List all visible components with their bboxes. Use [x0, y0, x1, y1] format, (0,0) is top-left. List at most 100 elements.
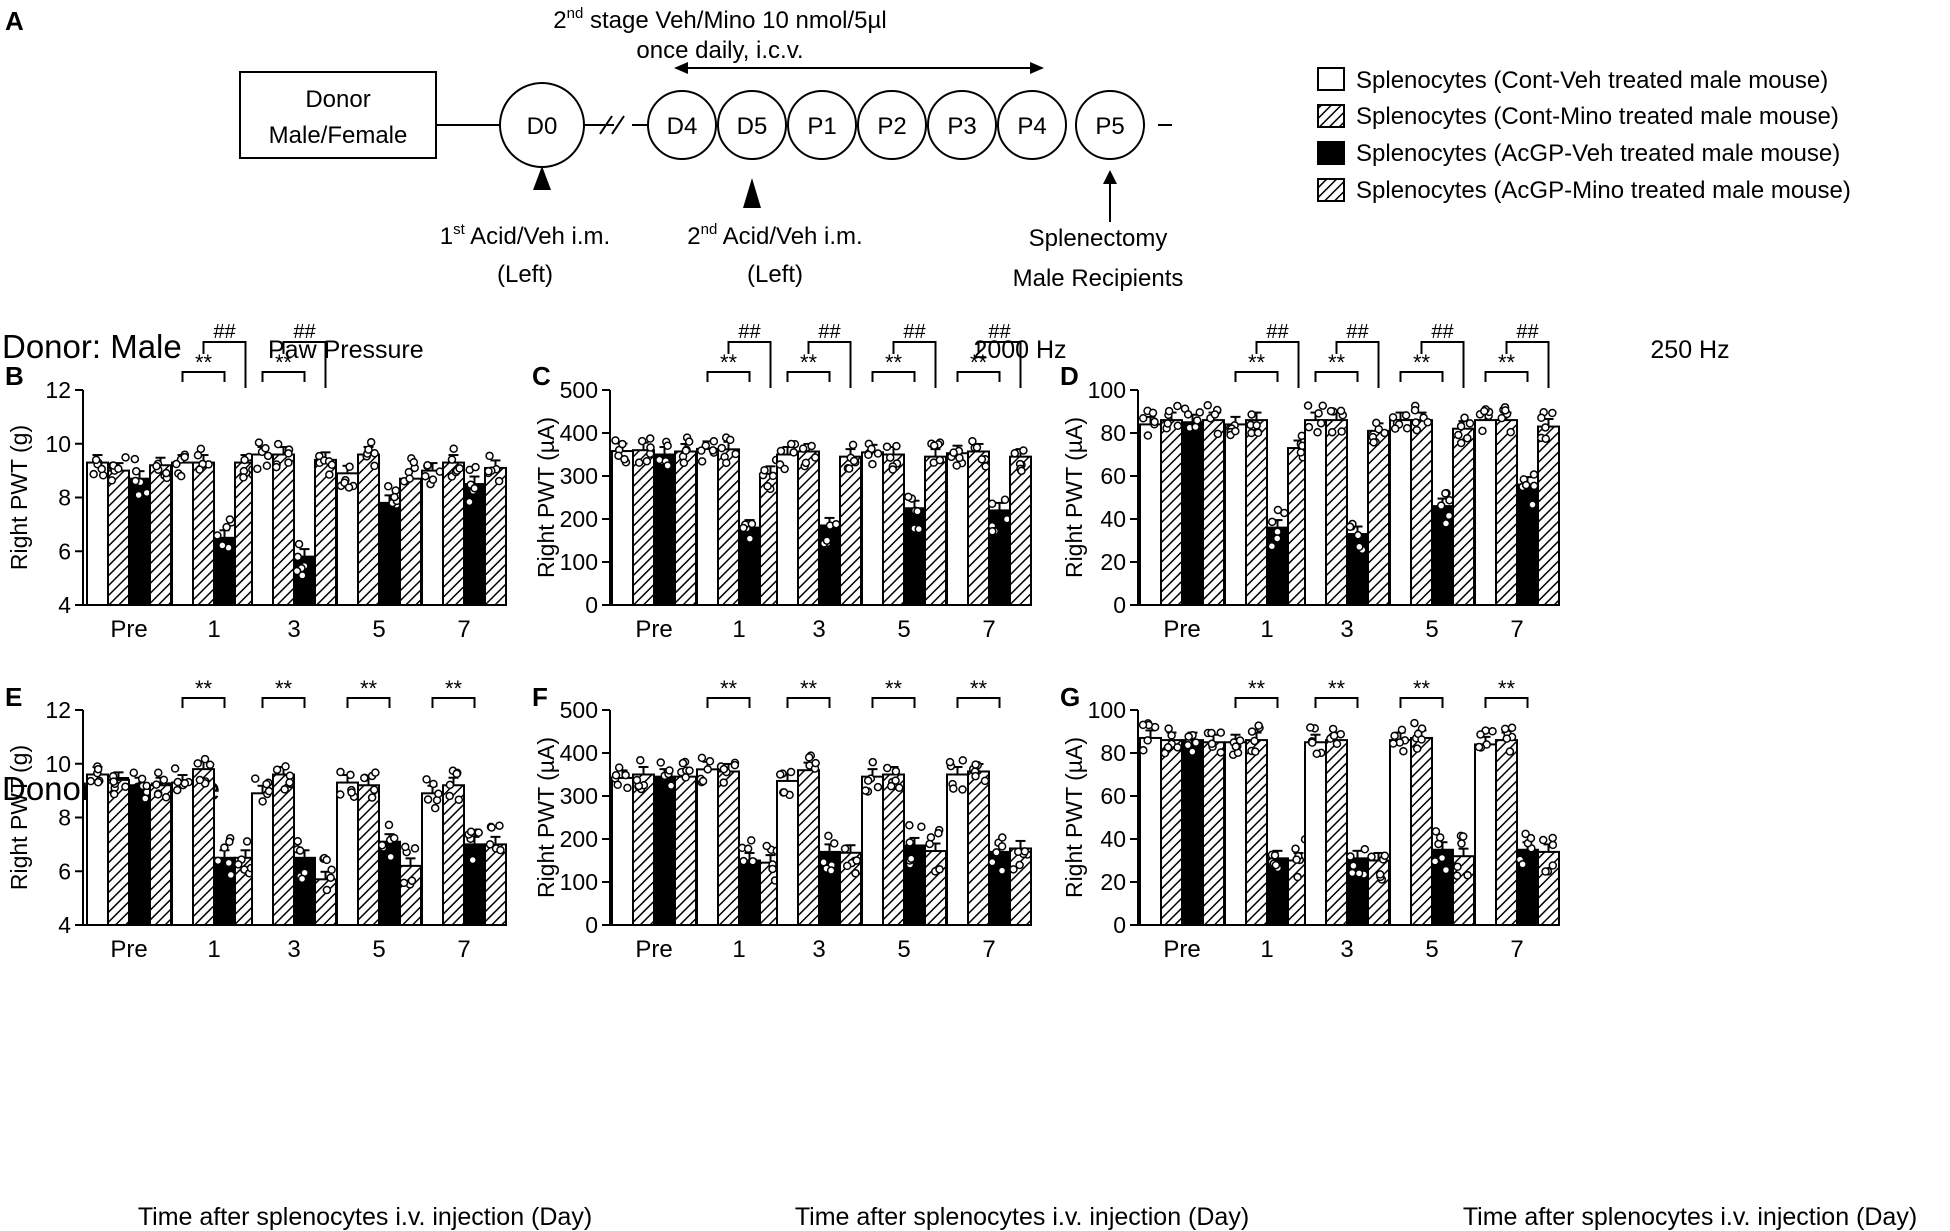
- first-injection-side: (Left): [497, 261, 553, 288]
- y-tick-label-d-4: 80: [1100, 420, 1126, 446]
- splenectomy-label-2: Male Recipients: [1013, 265, 1184, 292]
- bar-b-3-s3: [314, 458, 337, 606]
- sig-bracket-star-e-3: [261, 697, 306, 708]
- data-dot-d-Pre-s2-2: [1195, 408, 1205, 417]
- treatment-title-pre: 2: [553, 7, 566, 34]
- data-dot-d-3-s0-0: [1316, 418, 1326, 428]
- data-dot-b-1-s0-3: [172, 459, 181, 469]
- data-dot-b-Pre-s2-5: [131, 476, 140, 486]
- data-dot-e-Pre-s2-5: [141, 794, 150, 803]
- data-dot-d-5-s3-3: [1456, 422, 1466, 431]
- data-dot-g-5-s3-5: [1457, 839, 1466, 848]
- data-dot-c-Pre-s3-5: [681, 446, 691, 455]
- sig-bracket-star-e-7: [431, 697, 476, 708]
- data-dot-g-1-s1-1: [1251, 747, 1260, 756]
- data-dot-f-7-s3-3: [1015, 860, 1024, 870]
- data-dot-d-Pre-s1-4: [1163, 419, 1172, 428]
- data-dot-b-Pre-s2-0: [134, 490, 143, 500]
- data-dot-c-Pre-s1-3: [634, 458, 644, 467]
- data-dot-e-5-s2-0: [386, 852, 395, 862]
- y-tick-label-c-0: 0: [585, 592, 598, 618]
- data-dot-c-1-s3-4: [768, 471, 778, 481]
- data-dot-f-1-s0-4: [705, 757, 715, 766]
- data-dot-e-3-s1-0: [285, 771, 295, 780]
- data-dot-b-1-s0-5: [180, 452, 189, 462]
- data-dot-f-1-s2-0: [739, 856, 748, 866]
- bar-g-Pre-s0: [1139, 736, 1162, 927]
- x-tick-label-e-2: 3: [287, 936, 300, 963]
- arrowhead-left: [674, 62, 688, 74]
- data-dot-f-Pre-s0-5: [614, 763, 624, 772]
- data-dot-b-Pre-s1-3: [114, 464, 123, 474]
- data-dot-e-5-s3-3: [399, 878, 409, 888]
- x-axis-title-f: Time after splenocytes i.v. injection (D…: [795, 1203, 1249, 1231]
- data-dot-b-1-s2-5: [218, 541, 227, 550]
- y-tick-label-f-3: 300: [560, 783, 598, 809]
- x-tick-label-f-1: 1: [732, 936, 745, 963]
- donor-box-line2: Male/Female: [269, 122, 408, 149]
- data-dot-e-1-s0-3: [172, 785, 182, 795]
- bar-d-5-s3: [1452, 427, 1475, 607]
- data-dot-d-Pre-s3-3: [1210, 410, 1220, 419]
- day-label-p5: P5: [1095, 113, 1124, 140]
- y-axis-label-e: Right PWT (g): [6, 745, 32, 890]
- y-axis-label-b: Right PWT (g): [6, 425, 32, 570]
- data-dot-g-5-s1-0: [1410, 718, 1419, 728]
- data-dot-e-7-s1-5: [452, 769, 461, 779]
- x-tick-label-b-4: 7: [457, 616, 470, 643]
- bar-f-5-s3: [924, 850, 947, 926]
- data-dot-b-7-s3-5: [484, 466, 493, 476]
- data-dot-e-Pre-s3-0: [159, 775, 169, 785]
- y-tick-label-f-2: 200: [560, 826, 598, 852]
- day-label-p2: P2: [877, 113, 906, 140]
- data-dot-c-5-s0-3: [873, 449, 883, 458]
- data-dot-c-3-s0-2: [787, 439, 796, 449]
- data-dot-c-7-s0-2: [955, 453, 964, 463]
- x-tick-label-d-1: 1: [1260, 616, 1273, 643]
- data-dot-g-5-s2-1: [1430, 857, 1440, 866]
- data-dot-d-1-s3-3: [1296, 448, 1306, 457]
- data-dot-g-Pre-s2-5: [1184, 732, 1193, 741]
- day-label-p3: P3: [947, 113, 976, 140]
- data-dot-f-1-s1-4: [719, 764, 729, 774]
- x-tick-label-c-3: 5: [897, 616, 910, 643]
- data-dot-f-Pre-s2-2: [666, 781, 676, 790]
- sig-hash-c-5: ##: [903, 321, 926, 343]
- data-dot-f-5-s3-4: [935, 865, 944, 874]
- data-dot-g-1-s3-4: [1293, 872, 1302, 882]
- data-dot-b-3-s2-0: [293, 552, 303, 562]
- data-dot-b-5-s0-5: [344, 483, 354, 492]
- data-dot-c-5-s1-3: [882, 442, 892, 452]
- data-dot-c-3-s3-5: [849, 456, 859, 466]
- y-tick-label-c-3: 300: [560, 463, 598, 489]
- sig-hash-c-1: ##: [738, 321, 761, 343]
- y-axis-label-g: Right PWT (µA): [1061, 737, 1087, 898]
- data-dot-f-Pre-s3-4: [685, 766, 694, 775]
- data-dot-g-3-s0-1: [1307, 738, 1317, 747]
- timeline-break-2: [611, 115, 625, 135]
- data-dot-d-3-s0-5: [1304, 422, 1314, 432]
- data-dot-c-1-s3-3: [763, 481, 772, 491]
- sig-bracket-star-b-3: [261, 371, 306, 382]
- panel-letter-e: E: [5, 682, 22, 712]
- y-tick-label-f-4: 400: [560, 740, 598, 766]
- x-tick-label-b-1: 1: [207, 616, 220, 643]
- data-dot-b-1-s0-4: [176, 471, 186, 481]
- sig-bracket-star-d-1: [1234, 371, 1279, 382]
- legend: Splenocytes (Cont-Veh treated male mouse…: [1317, 67, 1851, 204]
- bar-g-Pre-s1: [1160, 739, 1183, 926]
- data-dot-f-5-s1-4: [882, 763, 892, 773]
- y-tick-label-g-3: 60: [1100, 783, 1126, 809]
- sig-bracket-star-g-3: [1314, 697, 1359, 708]
- x-tick-label-e-1: 1: [207, 936, 220, 963]
- data-dot-f-Pre-s1-5: [632, 775, 642, 785]
- bar-d-7-s3: [1537, 425, 1560, 606]
- data-dot-b-7-s3-1: [494, 476, 504, 486]
- data-dot-b-5-s3-4: [405, 474, 414, 483]
- data-dot-d-5-s2-0: [1436, 501, 1446, 510]
- data-dot-g-Pre-s2-3: [1188, 747, 1197, 756]
- data-dot-e-3-s2-5: [295, 846, 305, 855]
- legend-label-cont-veh: Splenocytes (Cont-Veh treated male mouse…: [1356, 67, 1828, 94]
- data-dot-g-1-s3-2: [1291, 844, 1300, 854]
- sig-bracket-star-c-5: [871, 371, 916, 382]
